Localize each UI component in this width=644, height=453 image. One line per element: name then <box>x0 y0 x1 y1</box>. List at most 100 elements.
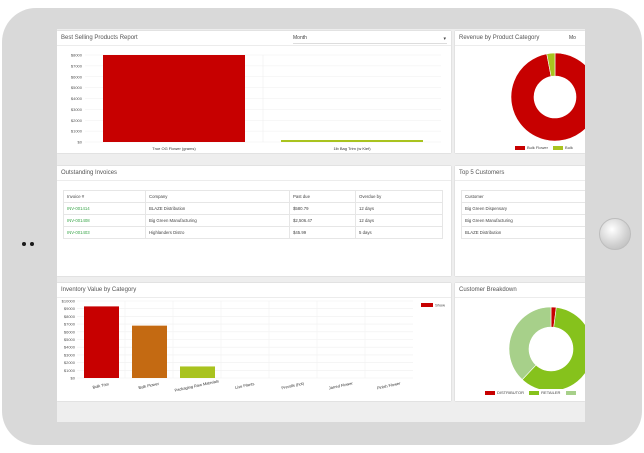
invoice-link[interactable]: INV-001403 <box>63 226 146 239</box>
revenue-legend: Bulk Flower Bulk <box>515 145 577 150</box>
breakdown-legend: DISTRIBUTOR RETAILER <box>485 390 582 395</box>
y-tick-label: $0 <box>78 140 83 145</box>
customer-cell: Big Green Manufacturing <box>461 214 585 227</box>
legend-label: DISTRIBUTOR <box>497 390 525 395</box>
legend-label: Bulk Flower <box>527 145 548 150</box>
divider <box>57 45 451 46</box>
table-row: BLAZE Distribution <box>461 226 585 239</box>
legend-label: RETAILER <box>541 390 561 395</box>
invoice-link[interactable]: INV-001408 <box>63 214 146 227</box>
table-header-row: Invoice # Company Past due Overdue by <box>63 190 443 203</box>
period-select-value: Month <box>293 35 307 41</box>
y-tick-label: $4000 <box>71 96 83 101</box>
customer-cell: BLAZE Distribution <box>461 226 585 239</box>
customer-cell: Big Green Dispensary <box>461 202 585 215</box>
table-row: INV-001403 Highlanders Distro $45.99 5 d… <box>63 226 443 239</box>
table-row: INV-001408 Big Green Manufacturing $2,50… <box>63 214 443 227</box>
best-selling-chart: $8000 $7000 $6000 $5000 $4000 $3000 $2000 $1000… <box>71 53 441 151</box>
divider <box>57 180 451 181</box>
best-selling-title: Best Selling Products Report <box>61 35 138 41</box>
revenue-period-value: Mo <box>569 35 576 41</box>
y-tick-label: $9000 <box>64 306 76 311</box>
y-tick-label: $6000 <box>64 329 76 334</box>
pie-slice[interactable] <box>510 52 585 142</box>
overdue-cell: 12 days <box>355 214 443 227</box>
inventory-value-title: Inventory Value by Category <box>61 287 137 293</box>
column-header: Company <box>145 190 290 203</box>
y-tick-label: $7000 <box>71 63 83 68</box>
legend-item: DISTRIBUTOR <box>485 390 524 395</box>
table-row: Big Green Manufacturing <box>461 214 585 227</box>
customer-breakdown-title: Customer Breakdown <box>459 287 517 293</box>
table-row: Big Green Dispensary <box>461 202 585 215</box>
revenue-category-title: Revenue by Product Category <box>459 35 540 41</box>
top-customers-table: Customer Big Green Dispensary Big Green … <box>461 190 585 239</box>
revenue-period-select[interactable]: Mo <box>569 35 585 44</box>
x-tick-label: Bulk Flower <box>138 381 160 390</box>
top-customers-card: Top 5 Customers Customer Big Green Dispe… <box>455 166 585 276</box>
bar[interactable] <box>132 325 167 378</box>
x-tick-label: Bulk Trim <box>92 381 110 389</box>
past-due-cell: $45.99 <box>289 226 356 239</box>
column-header: Past due <box>289 190 356 203</box>
y-tick-label: $5000 <box>64 337 76 342</box>
best-selling-card: Best Selling Products Report Month ▾ $80… <box>57 31 451 153</box>
table-row: INV-001414 BLAZE Distribution $580.79 12… <box>63 202 443 215</box>
home-button[interactable] <box>599 218 631 250</box>
column-header: Invoice # <box>63 190 146 203</box>
x-tick-label: Live Plants <box>235 381 255 390</box>
table-header-row: Customer <box>461 190 585 203</box>
y-tick-label: $1000 <box>71 129 83 134</box>
legend-item: RETAILER <box>529 390 560 395</box>
divider <box>57 297 451 298</box>
inventory-value-card: Inventory Value by Category $10000 $9000 $… <box>57 283 451 401</box>
invoices-table: Invoice # Company Past due Overdue by IN… <box>63 190 443 239</box>
divider <box>455 180 585 181</box>
y-tick-label: $8000 <box>64 314 76 319</box>
y-tick-label: $10000 <box>62 299 76 304</box>
camera-dots <box>22 233 38 251</box>
y-tick-label: $2000 <box>71 118 83 123</box>
y-tick-label: $7000 <box>64 322 76 327</box>
inventory-value-chart: $10000 $9000 $8000 $7000 $6000 $5000 $4000 $300… <box>62 299 445 393</box>
bar[interactable] <box>180 366 215 378</box>
y-tick-label: $2000 <box>64 360 76 365</box>
period-select[interactable]: Month ▾ <box>293 35 447 44</box>
x-tick-label: True OG Flower (grams) <box>152 146 196 151</box>
dashboard-screen: Best Selling Products Report Month ▾ $80… <box>57 29 585 422</box>
legend-item <box>565 390 578 395</box>
pie-slice[interactable] <box>508 306 552 381</box>
company-cell: Highlanders Distro <box>145 226 290 239</box>
pie-slice[interactable] <box>521 306 585 389</box>
divider <box>455 45 585 46</box>
outstanding-invoices-card: Outstanding Invoices Invoice # Company P… <box>57 166 451 276</box>
legend-label: Show <box>435 303 445 308</box>
customer-breakdown-card: Customer Breakdown DISTRIBUTOR RETAILER <box>455 283 585 401</box>
overdue-cell: 5 days <box>355 226 443 239</box>
x-tick-label: Prerolls (hot) <box>281 381 305 391</box>
bar[interactable] <box>281 140 423 142</box>
x-tick-label: 1lb Bag Trim (w Kief) <box>333 146 371 151</box>
chevron-down-icon: ▾ <box>443 36 446 42</box>
y-tick-label: $1000 <box>64 368 76 373</box>
legend-label: Bulk <box>565 145 573 150</box>
revenue-donut-chart <box>510 52 585 142</box>
column-header: Customer <box>461 190 585 203</box>
company-cell: Big Green Manufacturing <box>145 214 290 227</box>
y-tick-label: $6000 <box>71 74 83 79</box>
bar[interactable] <box>103 55 245 142</box>
overdue-cell: 12 days <box>355 202 443 215</box>
outstanding-invoices-title: Outstanding Invoices <box>61 170 118 176</box>
invoice-link[interactable]: INV-001414 <box>63 202 146 215</box>
company-cell: BLAZE Distribution <box>145 202 290 215</box>
y-tick-label: $3000 <box>64 352 76 357</box>
legend-swatch <box>421 303 433 307</box>
revenue-category-card: Revenue by Product Category Mo Bulk Flow… <box>455 31 585 153</box>
divider <box>455 297 585 298</box>
column-header: Overdue by <box>355 190 443 203</box>
x-tick-label: Finish Flower <box>377 380 402 390</box>
bar[interactable] <box>84 306 119 378</box>
pie-slice[interactable] <box>546 52 556 77</box>
x-tick-label: Packaging Raw Materials <box>174 378 219 392</box>
past-due-cell: $580.79 <box>289 202 356 215</box>
